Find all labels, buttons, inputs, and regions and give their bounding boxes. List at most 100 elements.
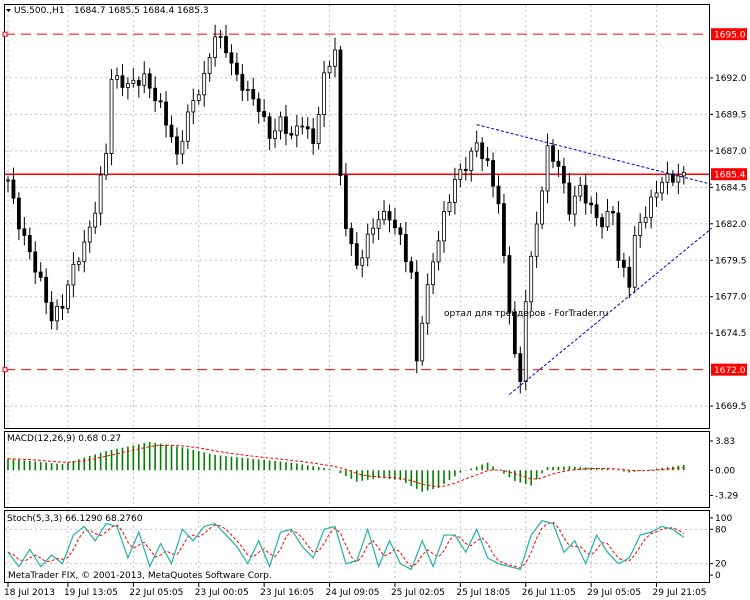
stoch-tick-label: 0 <box>715 571 721 581</box>
candle-body <box>420 322 425 362</box>
symbol-label: US.500.,H1 <box>14 6 65 16</box>
macd-tick-label: 3.83 <box>715 437 735 447</box>
candle-body <box>534 223 539 257</box>
main-panel[interactable] <box>4 4 710 429</box>
candle-body <box>55 306 59 322</box>
candle-body <box>371 227 376 235</box>
candle-body <box>11 179 16 199</box>
candle-body <box>256 98 261 112</box>
candle-body <box>671 173 675 183</box>
stoch-tick-label: 100 <box>715 514 732 524</box>
level-anchor-marker <box>2 367 8 373</box>
candle-body <box>398 227 403 235</box>
candle-body <box>393 219 397 229</box>
candle-body <box>654 192 659 198</box>
candles <box>6 24 686 394</box>
stoch-k-line <box>7 520 685 571</box>
candle-body <box>196 94 201 101</box>
candle-body <box>153 87 158 102</box>
x-tick-label: 29 Jul 21:05 <box>653 588 707 598</box>
stoch-d-line <box>7 521 685 569</box>
candle-body <box>512 311 517 355</box>
y-axis-labels: 1692.0 1689.5 1687.0 1684.5 1682.0 1679.5 1677… <box>709 74 747 581</box>
candle-body <box>273 130 277 139</box>
x-tick-label: 25 Jul 18:05 <box>456 588 510 598</box>
candle-body <box>474 142 479 152</box>
candle-body <box>251 88 256 100</box>
candle-body <box>120 75 125 88</box>
candle-body <box>169 124 174 138</box>
candle-body <box>87 226 92 243</box>
candle-body <box>240 73 245 91</box>
macd-tick-label: 0.00 <box>715 466 735 476</box>
y-tick-label: 1679.5 <box>715 256 747 266</box>
candle-body <box>229 52 234 64</box>
level-anchor-marker <box>2 31 8 37</box>
copyright-text: MetaTrader FIX, © 2001-2013, MetaQuotes … <box>8 571 272 581</box>
candle-body <box>207 57 212 74</box>
candle-body <box>660 181 664 194</box>
stoch-tick-label: 20 <box>715 560 727 570</box>
candle-body <box>382 211 386 221</box>
trend-lines <box>476 124 713 395</box>
x-tick-label: 18 Jul 2013 <box>4 588 55 598</box>
candle-body <box>224 36 228 54</box>
candle-body <box>185 111 190 142</box>
y-tick-label: 1669.5 <box>715 402 747 412</box>
candle-body <box>44 276 49 303</box>
x-tick-label: 24 Jul 09:05 <box>326 588 380 598</box>
candle-body <box>278 116 283 132</box>
candle-body <box>583 184 588 204</box>
candle-body <box>611 211 615 214</box>
candle-body <box>311 128 316 144</box>
candle-body <box>518 353 523 382</box>
candle-body <box>567 182 572 215</box>
candle-body <box>403 233 408 263</box>
candle-body <box>115 75 119 80</box>
candle-body <box>164 101 168 126</box>
macd-panel[interactable] <box>4 431 710 508</box>
x-tick-label: 19 Jul 13:05 <box>64 588 118 598</box>
candle-body <box>529 255 534 303</box>
candle-body <box>491 160 495 187</box>
x-axis-labels: 18 Jul 2013 19 Jul 13:05 22 Jul 05:05 23 Ju… <box>4 583 707 598</box>
candle-body <box>294 125 299 136</box>
trend-line <box>476 124 712 185</box>
candle-body <box>589 202 594 206</box>
candle-body <box>262 111 267 118</box>
macd-title: MACD(12,26,9) 0.68 0.27 <box>7 434 121 444</box>
candle-body <box>507 255 512 313</box>
price-level-label: 1685.4 <box>714 171 746 181</box>
candle-body <box>202 72 207 96</box>
stochastic-indicator <box>5 520 709 571</box>
watermark-text: ортал для трейдеров - ForTrader.ru <box>444 309 608 319</box>
candle-body <box>442 211 446 242</box>
candle-body <box>175 136 179 155</box>
candle-body <box>376 219 381 229</box>
candle-body <box>551 145 555 162</box>
stoch-panel[interactable] <box>4 510 710 583</box>
candle-body <box>22 228 27 236</box>
candle-body <box>322 72 327 115</box>
candle-body <box>126 83 130 88</box>
candle-body <box>234 62 239 75</box>
candle-body <box>649 196 653 218</box>
candle-body <box>600 217 604 228</box>
candle-body <box>643 216 648 224</box>
trend-line <box>509 227 713 395</box>
candle-body <box>436 240 441 263</box>
candle-body <box>338 49 343 176</box>
candle-body <box>104 153 108 176</box>
candle-body <box>632 235 637 288</box>
macd-signal-line <box>7 444 684 488</box>
candle-body <box>469 150 474 171</box>
macd-tick-label: -3.29 <box>715 491 739 501</box>
candle-body <box>98 174 103 214</box>
candle-body <box>66 284 70 309</box>
candle-body <box>616 212 621 261</box>
price-level-tag <box>711 28 747 41</box>
candle-body <box>180 140 185 155</box>
candle-body <box>305 126 310 130</box>
candle-body <box>76 261 81 265</box>
candle-body <box>431 261 436 286</box>
